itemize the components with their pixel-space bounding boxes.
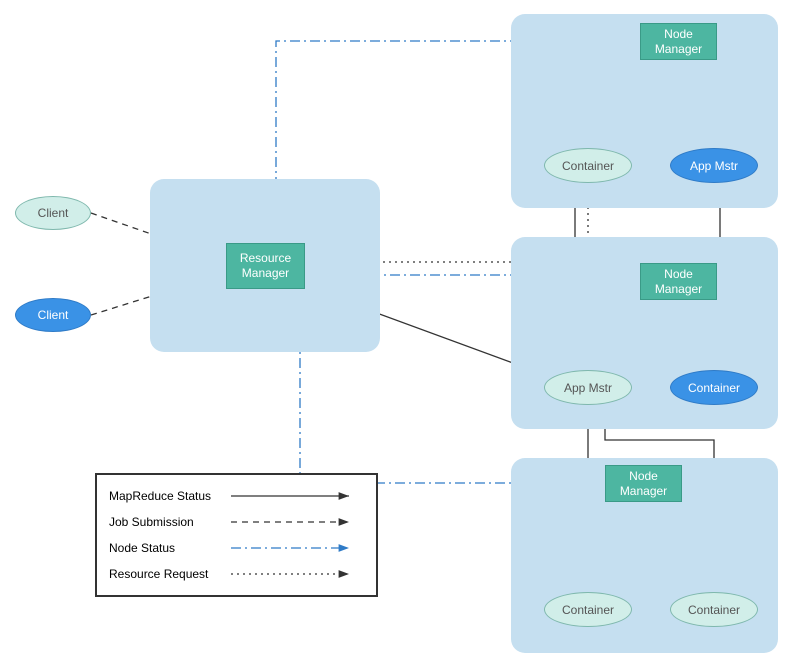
node-nm1: Node Manager — [640, 23, 717, 60]
legend-line — [229, 489, 359, 503]
legend-box: MapReduce Status Job Submission Node Statu… — [95, 473, 378, 597]
legend-label: Resource Request — [109, 567, 229, 581]
legend-row: Job Submission — [109, 509, 364, 535]
node-client2: Client — [15, 298, 91, 332]
node-appmstr1: App Mstr — [670, 148, 758, 183]
node-label: Container — [562, 159, 614, 173]
legend-line — [229, 541, 359, 555]
node-container1a: Container — [544, 148, 632, 183]
node-label: Container — [562, 603, 614, 617]
node-rm: Resource Manager — [226, 243, 305, 289]
node-label: Client — [38, 308, 69, 322]
legend-line — [229, 567, 359, 581]
legend-label: Job Submission — [109, 515, 229, 529]
node-label: Resource Manager — [240, 251, 291, 281]
legend-row: Resource Request — [109, 561, 364, 587]
legend-label: Node Status — [109, 541, 229, 555]
node-label: Node Manager — [655, 27, 702, 57]
diagram-canvas: Client Client Resource Manager Node Manager… — [0, 0, 787, 661]
node-client1: Client — [15, 196, 91, 230]
node-label: Container — [688, 603, 740, 617]
node-label: Node Manager — [620, 469, 667, 499]
node-appmstr2: App Mstr — [544, 370, 632, 405]
node-container3a: Container — [544, 592, 632, 627]
node-label: App Mstr — [564, 381, 612, 395]
node-nm2: Node Manager — [640, 263, 717, 300]
node-container2: Container — [670, 370, 758, 405]
node-label: App Mstr — [690, 159, 738, 173]
node-label: Node Manager — [655, 267, 702, 297]
node-container3b: Container — [670, 592, 758, 627]
legend-label: MapReduce Status — [109, 489, 229, 503]
legend-line — [229, 515, 359, 529]
node-label: Client — [38, 206, 69, 220]
legend-row: Node Status — [109, 535, 364, 561]
legend-row: MapReduce Status — [109, 483, 364, 509]
node-nm3: Node Manager — [605, 465, 682, 502]
node-label: Container — [688, 381, 740, 395]
